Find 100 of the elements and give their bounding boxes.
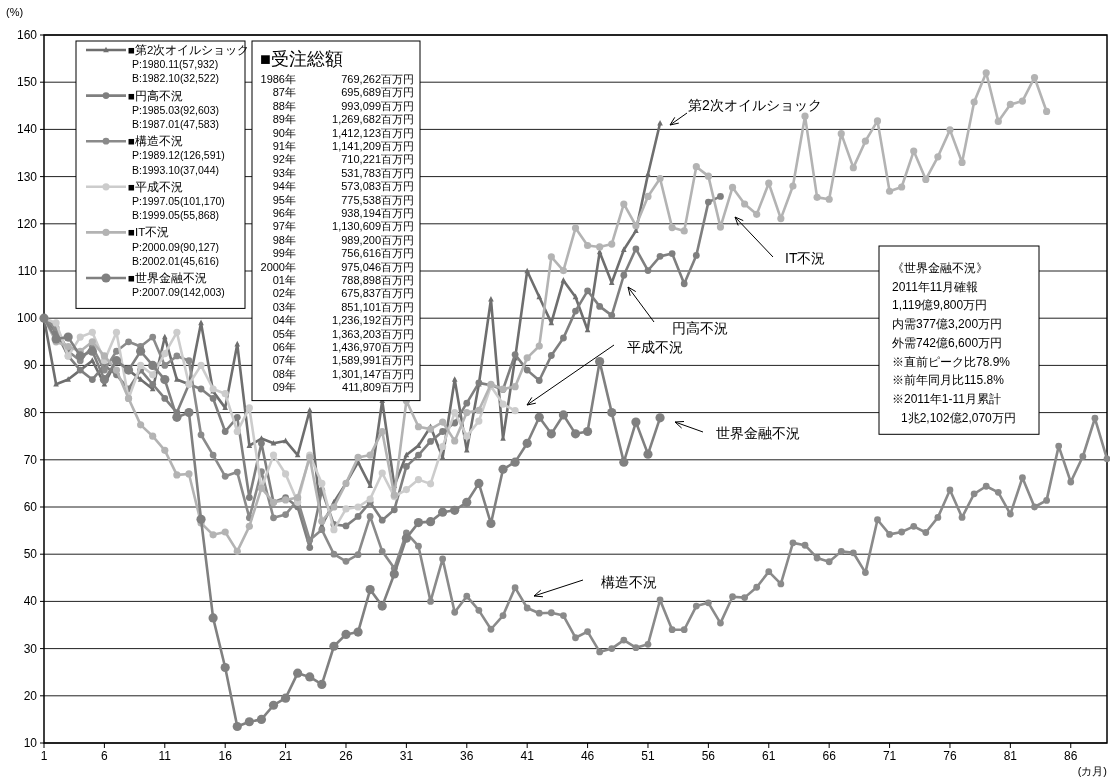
y-tick-label: 80 xyxy=(23,405,38,420)
annotation: 99年 xyxy=(272,247,296,260)
annotation: 93年 xyxy=(272,166,296,179)
y-tick-label: 130 xyxy=(16,169,38,184)
legend-label: ■IT不況 P:2000.09(90,127) B:2002.01(45,616) xyxy=(128,226,219,267)
annotation: 1,301,147百万円 xyxy=(332,367,414,380)
annotation: 1兆2,102億2,070万円 xyxy=(901,410,1016,425)
annotation: ※前年同月比115.8% xyxy=(892,373,1005,388)
annotation: 92年 xyxy=(272,153,296,166)
legend-label: ■円高不況 P:1985.03(92,603) B:1987.01(47,583) xyxy=(128,88,219,130)
annotation: 91年 xyxy=(272,140,296,152)
annotation: 90年 xyxy=(272,126,296,139)
annotation: 1,141,209百万円 xyxy=(332,140,414,152)
annotation: 531,783百万円 xyxy=(341,166,414,179)
annotation: 01年 xyxy=(272,274,296,286)
annotation: 平成不況 xyxy=(627,339,683,355)
annotation: IT不況 xyxy=(785,250,826,266)
y-tick-label: 70 xyxy=(23,452,38,467)
annotation: 1,236,192百万円 xyxy=(332,314,414,327)
annotation: 1986年 xyxy=(260,73,296,85)
annotation: 第2次オイルショック xyxy=(688,97,822,113)
y-tick-label: 60 xyxy=(23,500,38,514)
annotation: 97年 xyxy=(272,220,296,233)
x-tick-label: 76 xyxy=(943,749,957,763)
annotation: 756,616百万円 xyxy=(341,247,414,260)
x-tick-label: 26 xyxy=(339,749,353,763)
annotation: 07年 xyxy=(272,354,296,367)
annotation: 構造不況 xyxy=(601,574,657,590)
annotation: 04年 xyxy=(272,314,296,327)
annotation: 975,046百万円 xyxy=(341,260,414,273)
annotation: 03年 xyxy=(272,300,296,313)
annotation: 1,119億9,800万円 xyxy=(892,298,988,313)
annotation: 1,269,682百万円 xyxy=(332,113,414,126)
annotation: 98年 xyxy=(272,233,296,246)
y-tick-label: 150 xyxy=(16,75,38,90)
annotation: 02年 xyxy=(272,287,296,300)
y-tick-label: 120 xyxy=(16,216,38,231)
y-tick-label: 30 xyxy=(23,641,38,656)
annotation: 94年 xyxy=(272,180,296,193)
y-tick-label: 20 xyxy=(23,688,38,703)
x-tick-label: 51 xyxy=(641,749,655,763)
x-axis-title: (カ月) xyxy=(1077,765,1107,777)
x-tick-label: 61 xyxy=(762,749,776,763)
y-tick-label: 140 xyxy=(16,122,38,137)
x-tick-label: 31 xyxy=(399,749,414,763)
annotation: 87年 xyxy=(272,86,296,99)
annotation: 695,689百万円 xyxy=(341,86,414,99)
legend-label: ■世界金融不況 P:2007.09(142,003) xyxy=(128,272,225,299)
legend-label: ■第2次オイルショック P:1980.11(57,932) B:1982.10(32,522) xyxy=(128,44,250,85)
y-tick-label: 110 xyxy=(17,264,38,278)
annotation: 938,194百万円 xyxy=(341,207,414,219)
annotation: 05年 xyxy=(272,327,296,340)
annotation: 06年 xyxy=(272,341,296,353)
annotation: 1,589,991百万円 xyxy=(332,354,414,367)
annotation: 89年 xyxy=(272,113,296,126)
y-axis-title: (%) xyxy=(6,6,24,18)
annotation: 95年 xyxy=(272,193,296,206)
x-tick-label: 46 xyxy=(580,749,595,763)
annotation: 09年 xyxy=(272,381,296,394)
annotation: 1,130,609百万円 xyxy=(332,220,414,233)
x-tick-label: 41 xyxy=(520,749,535,763)
annotation: 411,809百万円 xyxy=(342,381,414,394)
x-tick-label: 11 xyxy=(158,749,172,763)
y-tick-label: 100 xyxy=(16,311,38,326)
x-tick-label: 36 xyxy=(460,749,474,763)
x-tick-label: 1 xyxy=(40,749,48,763)
legend-label: ■平成不況 P:1997.05(101,170) B:1999.05(55,868) xyxy=(128,180,225,222)
x-tick-label: 16 xyxy=(218,749,233,763)
y-tick-label: 10 xyxy=(23,736,38,750)
annotation: 2011年11月確報 xyxy=(892,279,979,294)
x-tick-label: 86 xyxy=(1064,749,1078,763)
legend-label: ■構造不況 P:1989.12(126,591) B:1993.10(37,044) xyxy=(128,135,225,176)
annotation: 88年 xyxy=(272,99,296,112)
annotation: ※直前ピーク比78.9% xyxy=(892,354,1011,369)
annotation: 989,200百万円 xyxy=(341,233,414,246)
x-tick-label: 71 xyxy=(882,749,897,763)
annotation: 《世界金融不況》 xyxy=(892,261,988,275)
annotation: 1,412,123百万円 xyxy=(332,126,414,139)
annotation: 08年 xyxy=(272,367,296,380)
annotation: 993,099百万円 xyxy=(341,99,414,112)
annotation: 710,221百万円 xyxy=(341,153,414,166)
x-tick-label: 81 xyxy=(1003,749,1018,763)
annotation: 外需742億6,600万円 xyxy=(892,335,1003,350)
annotation: 1,436,970百万円 xyxy=(332,341,414,353)
annotation: 851,101百万円 xyxy=(341,300,414,313)
annotation: ■受注総額 xyxy=(260,49,343,69)
annotation: 769,262百万円 xyxy=(341,73,414,85)
annotation: ※2011年1-11月累計 xyxy=(892,391,1001,406)
y-tick-label: 50 xyxy=(23,547,38,562)
y-tick-label: 90 xyxy=(23,358,38,373)
x-tick-label: 66 xyxy=(822,749,837,763)
annotation: 788,898百万円 xyxy=(341,274,414,286)
annotation: 2000年 xyxy=(260,260,296,273)
annotation: 内需377億3,200万円 xyxy=(892,317,1003,332)
annotation: 1,363,203百万円 xyxy=(332,327,414,340)
annotation: 775,538百万円 xyxy=(341,193,414,206)
annotation: 世界金融不況 xyxy=(716,425,800,441)
x-tick-label: 21 xyxy=(278,749,293,763)
annotation: 675,837百万円 xyxy=(341,287,414,300)
annotation: 円高不況 xyxy=(672,320,728,336)
